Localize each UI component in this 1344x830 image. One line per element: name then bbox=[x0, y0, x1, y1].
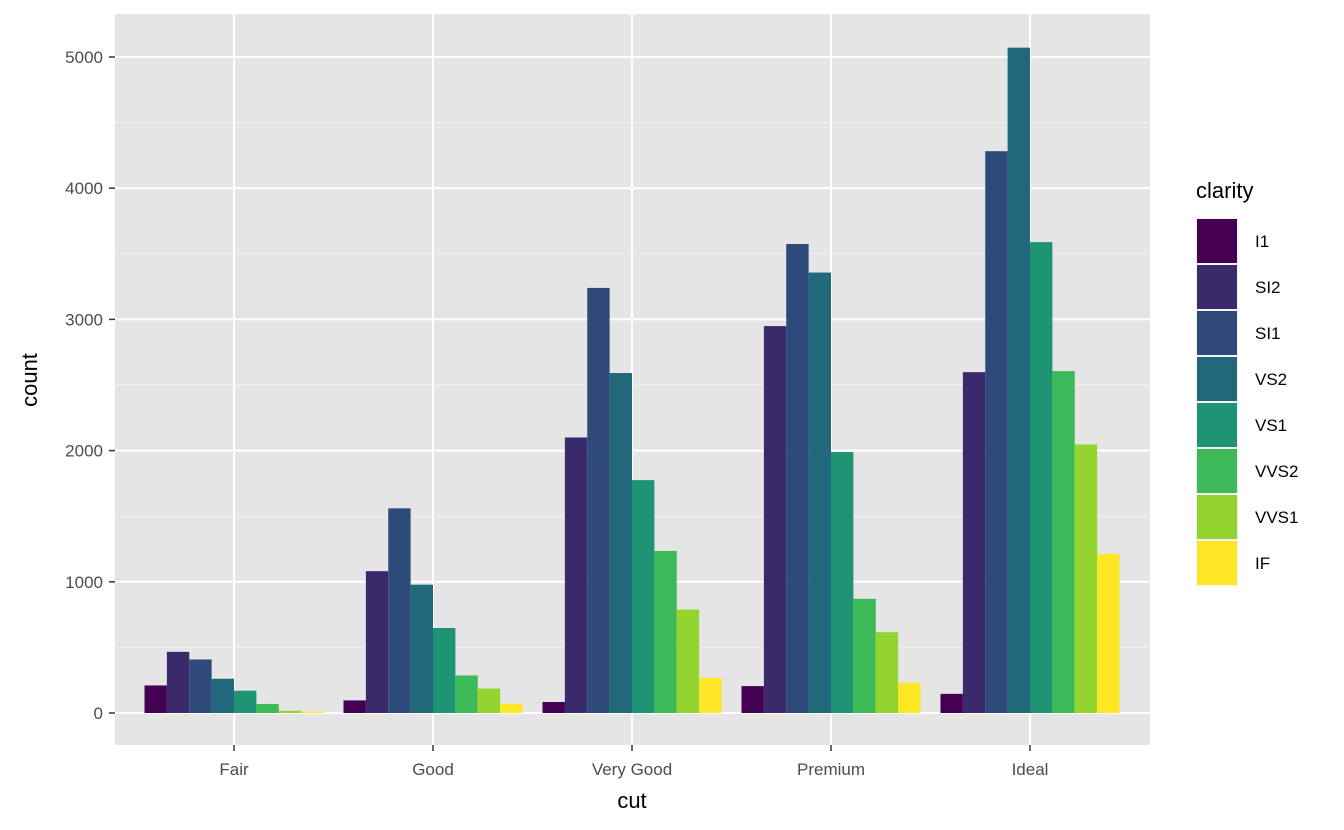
legend-key-i1 bbox=[1197, 219, 1237, 263]
bar-ideal-si2 bbox=[962, 372, 986, 713]
x-tick-label: Fair bbox=[219, 760, 249, 779]
x-tick-label: Premium bbox=[797, 760, 865, 779]
x-tick-label: Ideal bbox=[1012, 760, 1049, 779]
bar-premium-vs2 bbox=[808, 272, 831, 713]
bar-very-good-vs2 bbox=[609, 373, 632, 713]
bar-fair-si1 bbox=[189, 659, 212, 713]
bar-ideal-vs1 bbox=[1030, 242, 1053, 713]
x-tick-label: Very Good bbox=[592, 760, 672, 779]
bar-premium-vs1 bbox=[831, 452, 854, 713]
bar-ideal-vvs2 bbox=[1052, 371, 1075, 713]
bar-very-good-i1 bbox=[542, 701, 565, 713]
y-tick-label: 3000 bbox=[65, 310, 103, 329]
legend-title: clarity bbox=[1196, 178, 1253, 203]
bar-very-good-si1 bbox=[587, 287, 610, 713]
bar-fair-vs1 bbox=[234, 690, 257, 713]
bar-good-vs1 bbox=[433, 627, 456, 713]
bar-fair-vvs1 bbox=[278, 710, 302, 713]
bar-ideal-i1 bbox=[940, 693, 963, 713]
bar-fair-vvs2 bbox=[256, 703, 279, 713]
legend-key-vvs2 bbox=[1197, 449, 1237, 493]
y-axis-label: count bbox=[17, 353, 42, 407]
bar-good-si2 bbox=[365, 571, 389, 713]
y-tick-label: 5000 bbox=[65, 48, 103, 67]
bar-good-if bbox=[500, 703, 523, 713]
bar-good-i1 bbox=[343, 700, 366, 713]
legend-label: VS1 bbox=[1255, 416, 1287, 435]
bar-very-good-if bbox=[699, 677, 722, 713]
bar-premium-if bbox=[898, 682, 921, 713]
legend-label: I1 bbox=[1255, 232, 1269, 251]
legend-key-vs1 bbox=[1197, 403, 1237, 447]
y-tick-label: 1000 bbox=[65, 573, 103, 592]
bar-very-good-vvs1 bbox=[676, 609, 700, 713]
legend-key-if bbox=[1197, 541, 1237, 585]
legend-label: IF bbox=[1255, 554, 1270, 573]
bar-fair-i1 bbox=[144, 685, 167, 713]
y-tick-label: 2000 bbox=[65, 442, 103, 461]
y-tick-label: 0 bbox=[94, 704, 103, 723]
bar-fair-vs2 bbox=[211, 678, 234, 713]
x-tick-label: Good bbox=[412, 760, 454, 779]
bar-premium-i1 bbox=[741, 686, 764, 713]
legend-label: VS2 bbox=[1255, 370, 1287, 389]
bar-premium-vvs2 bbox=[853, 598, 876, 713]
legend-label: SI1 bbox=[1255, 324, 1281, 343]
bar-ideal-vvs1 bbox=[1074, 444, 1098, 713]
legend-key-vs2 bbox=[1197, 357, 1237, 401]
bar-ideal-si1 bbox=[985, 151, 1008, 713]
legend-key-si2 bbox=[1197, 265, 1237, 309]
bar-very-good-vs1 bbox=[632, 480, 655, 713]
bar-very-good-vvs2 bbox=[654, 550, 677, 713]
bar-good-vvs1 bbox=[477, 688, 501, 713]
bar-premium-si2 bbox=[763, 326, 787, 713]
legend-label: VVS2 bbox=[1255, 462, 1298, 481]
legend-key-si1 bbox=[1197, 311, 1237, 355]
bar-ideal-if bbox=[1097, 553, 1120, 713]
bar-very-good-si2 bbox=[564, 437, 588, 713]
legend-key-vvs1 bbox=[1197, 495, 1237, 539]
bar-ideal-vs2 bbox=[1007, 47, 1030, 713]
legend-label: SI2 bbox=[1255, 278, 1281, 297]
y-tick-label: 4000 bbox=[65, 179, 103, 198]
bar-good-vvs2 bbox=[455, 675, 478, 713]
bar-good-si1 bbox=[388, 508, 411, 713]
bar-good-vs2 bbox=[410, 584, 433, 713]
bar-fair-si2 bbox=[166, 651, 190, 713]
bar-fair-if bbox=[301, 711, 324, 713]
bar-premium-si1 bbox=[786, 243, 809, 713]
legend-label: VVS1 bbox=[1255, 508, 1298, 527]
bar-premium-vvs1 bbox=[875, 632, 899, 713]
x-axis-label: cut bbox=[617, 788, 646, 813]
